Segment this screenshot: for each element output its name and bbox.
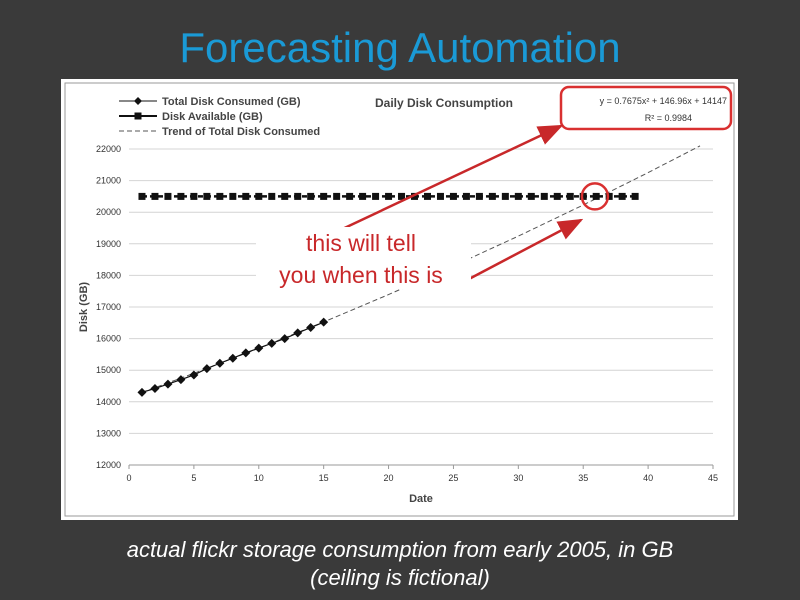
arrow-to-crossing bbox=[468, 218, 584, 281]
x-tick-label: 20 bbox=[384, 473, 394, 483]
chart-panel: 12000 13000 14000 15000 16000 17000 18000 19000… bbox=[61, 79, 738, 520]
point-total-consumed bbox=[189, 370, 199, 380]
trend-equation: y = 0.7675x² + 146.96x + 14147 bbox=[600, 96, 727, 106]
point-disk-available bbox=[579, 192, 587, 200]
point-disk-available bbox=[449, 192, 457, 200]
point-disk-available bbox=[268, 192, 276, 200]
point-total-consumed bbox=[150, 384, 160, 394]
point-disk-available bbox=[229, 192, 237, 200]
y-axis-title: Disk (GB) bbox=[78, 282, 90, 332]
point-disk-available bbox=[605, 192, 613, 200]
point-disk-available bbox=[255, 192, 263, 200]
point-disk-available bbox=[553, 192, 561, 200]
point-disk-available bbox=[151, 192, 159, 200]
point-disk-available bbox=[385, 192, 393, 200]
y-tick-label: 17000 bbox=[96, 302, 121, 312]
point-disk-available bbox=[398, 192, 406, 200]
y-tick-label: 22000 bbox=[96, 144, 121, 154]
point-total-consumed bbox=[293, 328, 303, 338]
point-disk-available bbox=[488, 192, 496, 200]
crossing-highlight-circle bbox=[580, 182, 610, 211]
x-tick-label: 5 bbox=[191, 473, 196, 483]
trend-r-squared: R² = 0.9984 bbox=[645, 113, 692, 123]
y-tick-label: 14000 bbox=[96, 397, 121, 407]
y-tick-label: 15000 bbox=[96, 365, 121, 375]
point-disk-available bbox=[618, 192, 626, 200]
callout-backdrop bbox=[256, 227, 471, 289]
slide-caption: actual flickr storage consumption from e… bbox=[0, 536, 800, 592]
caption-line-1: actual flickr storage consumption from e… bbox=[126, 537, 674, 562]
point-disk-available bbox=[138, 192, 146, 200]
chart-frame bbox=[64, 82, 735, 517]
point-disk-available bbox=[566, 192, 574, 200]
point-disk-available bbox=[242, 192, 250, 200]
point-disk-available bbox=[320, 192, 328, 200]
y-tick-label: 12000 bbox=[96, 460, 121, 470]
legend-label: Disk Available (GB) bbox=[162, 111, 263, 123]
x-tick-label: 45 bbox=[708, 473, 718, 483]
point-disk-available bbox=[203, 192, 211, 200]
legend-marker-diamond bbox=[134, 97, 142, 105]
y-tick-label: 16000 bbox=[96, 334, 121, 344]
y-tick-label: 21000 bbox=[96, 176, 121, 186]
arrow-to-equation bbox=[335, 124, 564, 234]
y-tick-label: 13000 bbox=[96, 428, 121, 438]
y-tick-label: 19000 bbox=[96, 239, 121, 249]
point-total-consumed bbox=[137, 387, 147, 397]
x-tick-label: 30 bbox=[513, 473, 523, 483]
point-disk-available bbox=[423, 192, 431, 200]
legend-marker-square bbox=[134, 112, 142, 120]
point-disk-available bbox=[462, 192, 470, 200]
point-total-consumed bbox=[254, 343, 264, 353]
x-axis-title: Date bbox=[409, 493, 433, 505]
point-total-consumed bbox=[280, 334, 290, 344]
legend-label: Total Disk Consumed (GB) bbox=[162, 96, 301, 108]
point-disk-available bbox=[359, 192, 367, 200]
point-disk-available bbox=[475, 192, 483, 200]
point-total-consumed bbox=[228, 353, 238, 363]
equation-highlight-box bbox=[559, 85, 733, 131]
y-tick-label: 20000 bbox=[96, 207, 121, 217]
slide-title: Forecasting Automation bbox=[179, 24, 621, 71]
x-tick-label: 35 bbox=[578, 473, 588, 483]
point-disk-available bbox=[346, 192, 354, 200]
point-total-consumed bbox=[202, 364, 212, 374]
point-disk-available bbox=[411, 192, 419, 200]
point-disk-available bbox=[514, 192, 522, 200]
point-disk-available bbox=[501, 192, 509, 200]
point-disk-available bbox=[333, 192, 341, 200]
legend-label: Trend of Total Disk Consumed bbox=[162, 126, 320, 138]
chart-svg: 12000 13000 14000 15000 16000 17000 18000 19000… bbox=[64, 82, 735, 517]
point-disk-available bbox=[631, 192, 639, 200]
x-tick-label: 15 bbox=[319, 473, 329, 483]
point-disk-available bbox=[294, 192, 302, 200]
point-total-consumed bbox=[176, 375, 186, 385]
x-tick-label: 10 bbox=[254, 473, 264, 483]
point-disk-available bbox=[527, 192, 535, 200]
point-disk-available bbox=[592, 192, 600, 200]
point-disk-available bbox=[540, 192, 548, 200]
caption-line-2: (ceiling is fictional) bbox=[310, 565, 490, 590]
point-disk-available bbox=[216, 192, 224, 200]
chart-title: Daily Disk Consumption bbox=[375, 96, 513, 110]
point-total-consumed bbox=[215, 358, 225, 368]
point-total-consumed bbox=[163, 379, 173, 389]
point-disk-available bbox=[164, 192, 172, 200]
point-total-consumed bbox=[306, 323, 316, 333]
point-disk-available bbox=[177, 192, 185, 200]
point-disk-available bbox=[372, 192, 380, 200]
callout-line-1: this will tell bbox=[306, 230, 416, 256]
point-total-consumed bbox=[319, 317, 329, 327]
x-tick-label: 25 bbox=[448, 473, 458, 483]
point-total-consumed bbox=[267, 338, 277, 348]
point-total-consumed bbox=[241, 348, 251, 358]
point-disk-available bbox=[307, 192, 315, 200]
x-tick-label: 40 bbox=[643, 473, 653, 483]
point-disk-available bbox=[190, 192, 198, 200]
point-disk-available bbox=[281, 192, 289, 200]
x-tick-label: 0 bbox=[126, 473, 131, 483]
y-tick-label: 18000 bbox=[96, 270, 121, 280]
point-disk-available bbox=[436, 192, 444, 200]
callout-line-2: you when this is bbox=[279, 262, 443, 288]
